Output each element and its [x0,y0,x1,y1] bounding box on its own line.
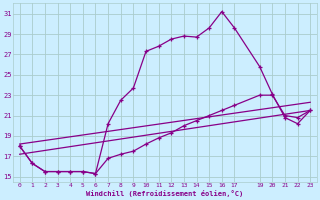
X-axis label: Windchill (Refroidissement éolien,°C): Windchill (Refroidissement éolien,°C) [86,190,244,197]
